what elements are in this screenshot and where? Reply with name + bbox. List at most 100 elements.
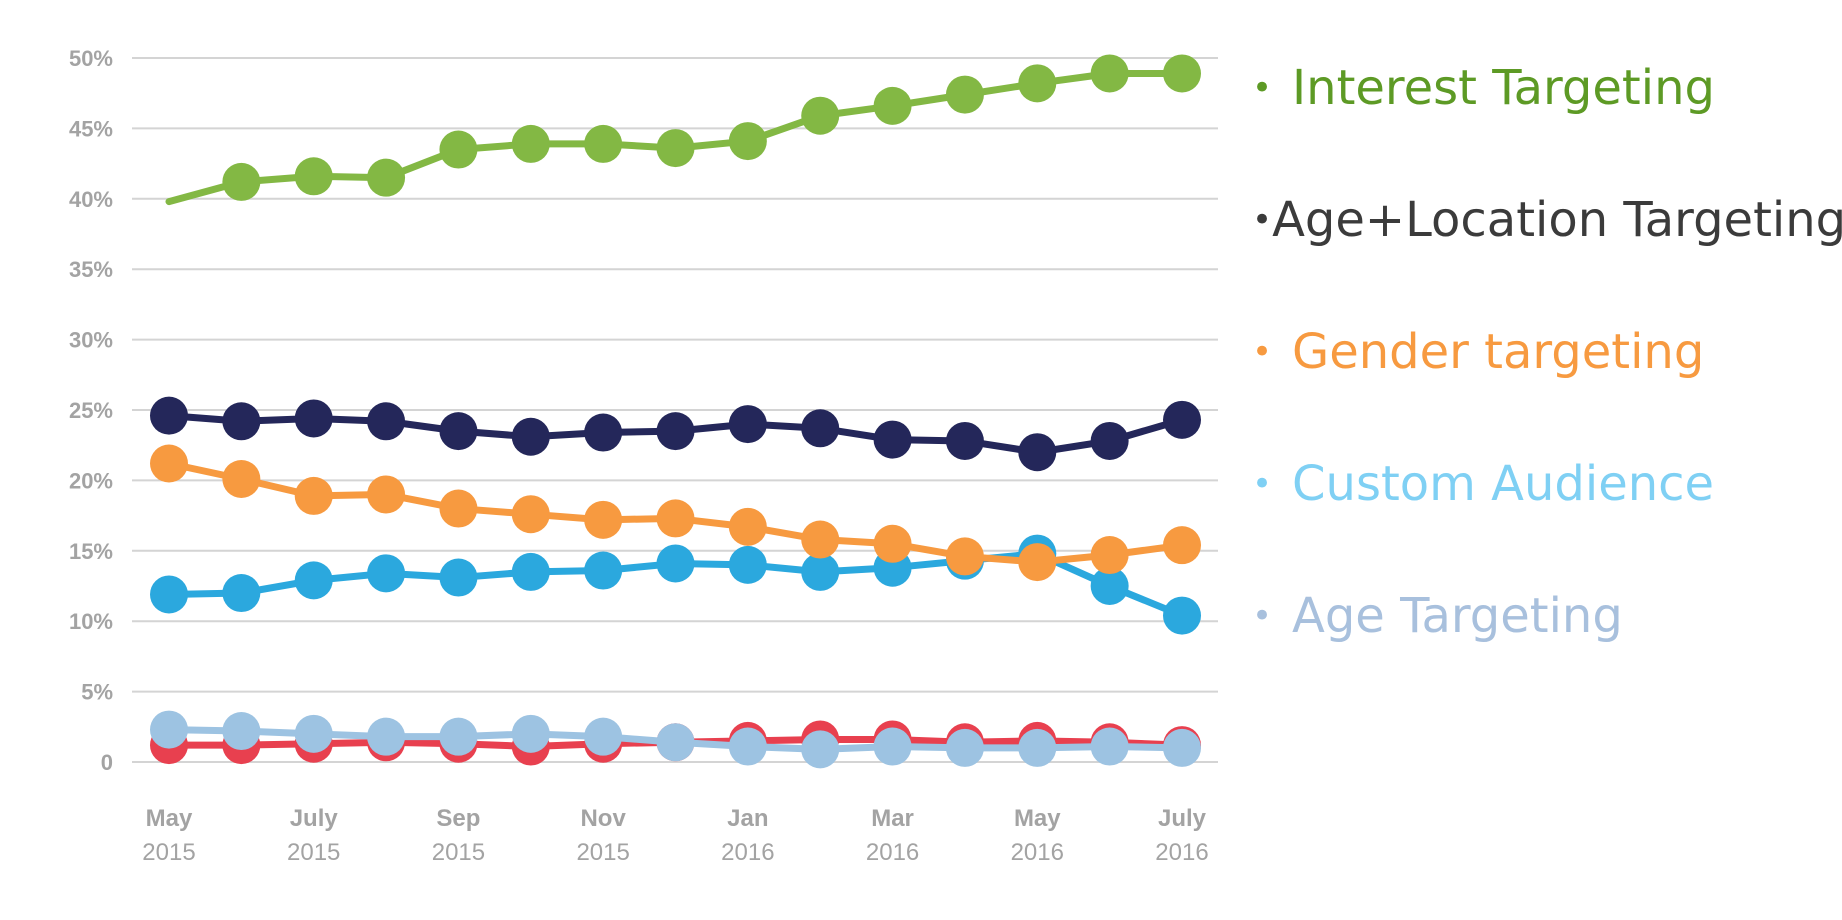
data-point [1163,728,1201,767]
x-tick-label: Nov 2015 [576,805,629,866]
data-point [222,459,261,498]
x-tick-label: May 2016 [1011,805,1064,866]
data-point [222,402,261,441]
data-point [439,412,478,451]
legend-bullet: • [1252,332,1273,372]
x-tick-label: July 2015 [287,805,340,866]
data-point [222,712,261,751]
legend-item-gender-targeting: • Gender targeting [1252,324,1837,456]
y-tick-label: 10% [69,609,113,634]
legend-item-custom-audience: • Custom Audience [1252,456,1837,588]
series-group [150,54,1201,769]
x-tick-month: Nov [580,805,626,832]
x-tick-month: May [1014,805,1061,832]
legend-label: Age+Location Targeting [1272,192,1842,248]
data-point [294,561,333,600]
legend-label: Age Targeting [1292,588,1623,644]
data-point [656,723,695,762]
data-point [1163,400,1201,439]
data-point [294,476,333,515]
data-point [873,86,912,125]
y-tick-label: 40% [69,187,113,212]
legend-item-age-location-targeting: • Age+Location Targeting [1252,192,1842,324]
y-tick-label: 30% [69,328,113,353]
x-tick-year: 2016 [1011,839,1064,866]
y-tick-label: 25% [69,398,113,423]
data-point [656,499,695,538]
data-point [584,500,623,539]
data-point [294,157,333,196]
x-tick-label: July 2016 [1155,805,1208,866]
data-point [1018,728,1057,767]
x-tick-month: Mar [871,805,914,832]
data-point [222,162,261,201]
data-point [945,421,984,460]
legend-bullet: • [1252,596,1273,636]
data-point [1018,543,1057,582]
x-tick-year: 2015 [142,839,195,866]
data-point [801,409,840,448]
data-point [728,727,767,766]
data-point [945,537,984,576]
y-tick-label: 45% [69,116,113,141]
legend-bullet: • [1252,200,1273,240]
data-point [439,489,478,528]
legend-label: Interest Targeting [1292,60,1715,116]
data-point [1163,526,1201,565]
data-point [1163,54,1201,93]
data-point [584,124,623,163]
data-point [150,575,188,614]
x-tick-label: Mar 2016 [866,805,919,866]
data-point [728,545,767,584]
series-gender-targeting [150,444,1201,582]
x-tick-label: May 2015 [142,805,195,866]
data-point [1018,433,1057,472]
data-point [367,402,406,441]
data-point [584,551,623,590]
x-tick-month: May [146,805,193,832]
data-point [945,75,984,114]
x-axis-ticks: May 2015 July 2015 Sep 2015 Nov 2015 Jan 2016 Mar 2… [142,805,1208,866]
x-tick-month: July [290,805,339,832]
legend-bullet: • [1252,68,1273,108]
x-tick-year: 2015 [576,839,629,866]
data-point [150,444,188,483]
data-point [511,552,550,591]
x-tick-label: Jan 2016 [721,805,774,866]
data-point [1018,64,1057,103]
y-tick-label: 0 [101,750,113,775]
data-point [150,396,188,435]
data-point [584,717,623,756]
y-tick-label: 35% [69,257,113,282]
y-tick-label: 15% [69,539,113,564]
data-point [439,558,478,597]
data-point [511,417,550,456]
y-tick-label: 20% [69,468,113,493]
data-point [656,412,695,451]
data-point [873,524,912,563]
x-tick-year: 2015 [432,839,485,866]
x-tick-year: 2016 [1155,839,1208,866]
data-point [801,730,840,769]
data-point [1090,54,1129,93]
data-point [584,413,623,452]
data-point [1090,421,1129,460]
data-point [801,520,840,559]
legend-item-interest-targeting: • Interest Targeting [1252,60,1837,192]
data-point [1090,536,1129,575]
series-age-targeting [150,710,1201,769]
data-point [873,727,912,766]
data-point [511,714,550,753]
legend-label: Custom Audience [1292,456,1715,512]
data-point [511,124,550,163]
data-point [150,710,188,749]
series-interest-targeting [165,54,1201,206]
legend: • Interest Targeting • Age+Location Targ… [1252,60,1842,720]
data-point [656,129,695,168]
data-point [367,717,406,756]
data-point [294,714,333,753]
data-point [511,495,550,534]
data-point [367,475,406,514]
x-tick-year: 2016 [866,839,919,866]
data-point [439,717,478,756]
